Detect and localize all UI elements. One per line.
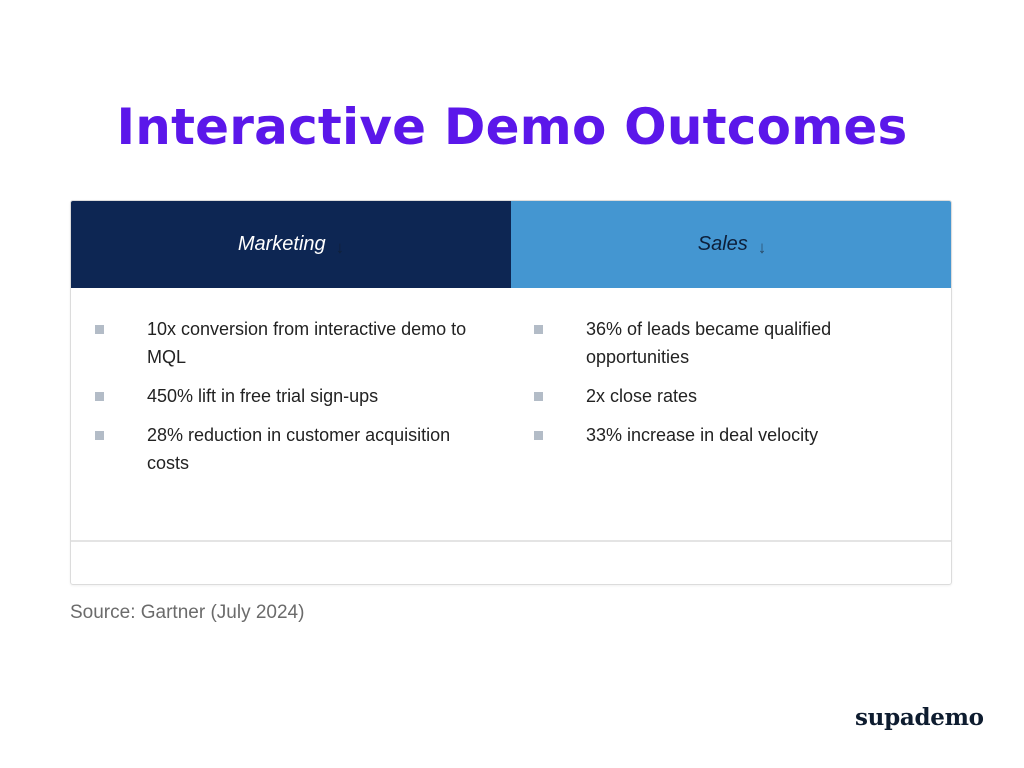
sales-column: 36% of leads became qualified opportunit… xyxy=(510,288,951,540)
list-item: 28% reduction in customer acquisition co… xyxy=(71,421,510,477)
list-item: 33% increase in deal velocity xyxy=(510,421,951,449)
square-bullet-icon xyxy=(95,431,104,440)
list-item: 450% lift in free trial sign-ups xyxy=(71,382,510,410)
table-header: Marketing ↓ Sales ↓ xyxy=(71,201,951,288)
arrow-down-icon[interactable]: ↓ xyxy=(335,237,345,257)
column-header-marketing[interactable]: Marketing ↓ xyxy=(71,201,511,288)
page-title: Interactive Demo Outcomes xyxy=(116,98,908,156)
source-citation: Source: Gartner (July 2024) xyxy=(70,602,305,623)
table-empty-row xyxy=(71,542,951,584)
list-item: 10x conversion from interactive demo to … xyxy=(71,315,510,371)
arrow-down-icon[interactable]: ↓ xyxy=(757,237,767,257)
list-item: 2x close rates xyxy=(510,382,951,410)
column-header-sales[interactable]: Sales ↓ xyxy=(511,201,951,288)
square-bullet-icon xyxy=(534,325,543,334)
table-body-row: 10x conversion from interactive demo to … xyxy=(71,288,951,542)
outcomes-table: Marketing ↓ Sales ↓ 10x conversion from … xyxy=(70,200,952,585)
supademo-logo: supademo xyxy=(855,704,984,731)
column-header-label: Sales xyxy=(697,233,748,255)
square-bullet-icon xyxy=(95,325,104,334)
column-header-label: Marketing xyxy=(237,233,326,255)
square-bullet-icon xyxy=(534,392,543,401)
marketing-column: 10x conversion from interactive demo to … xyxy=(71,288,510,540)
list-item: 36% of leads became qualified opportunit… xyxy=(510,315,951,371)
square-bullet-icon xyxy=(534,431,543,440)
square-bullet-icon xyxy=(95,392,104,401)
